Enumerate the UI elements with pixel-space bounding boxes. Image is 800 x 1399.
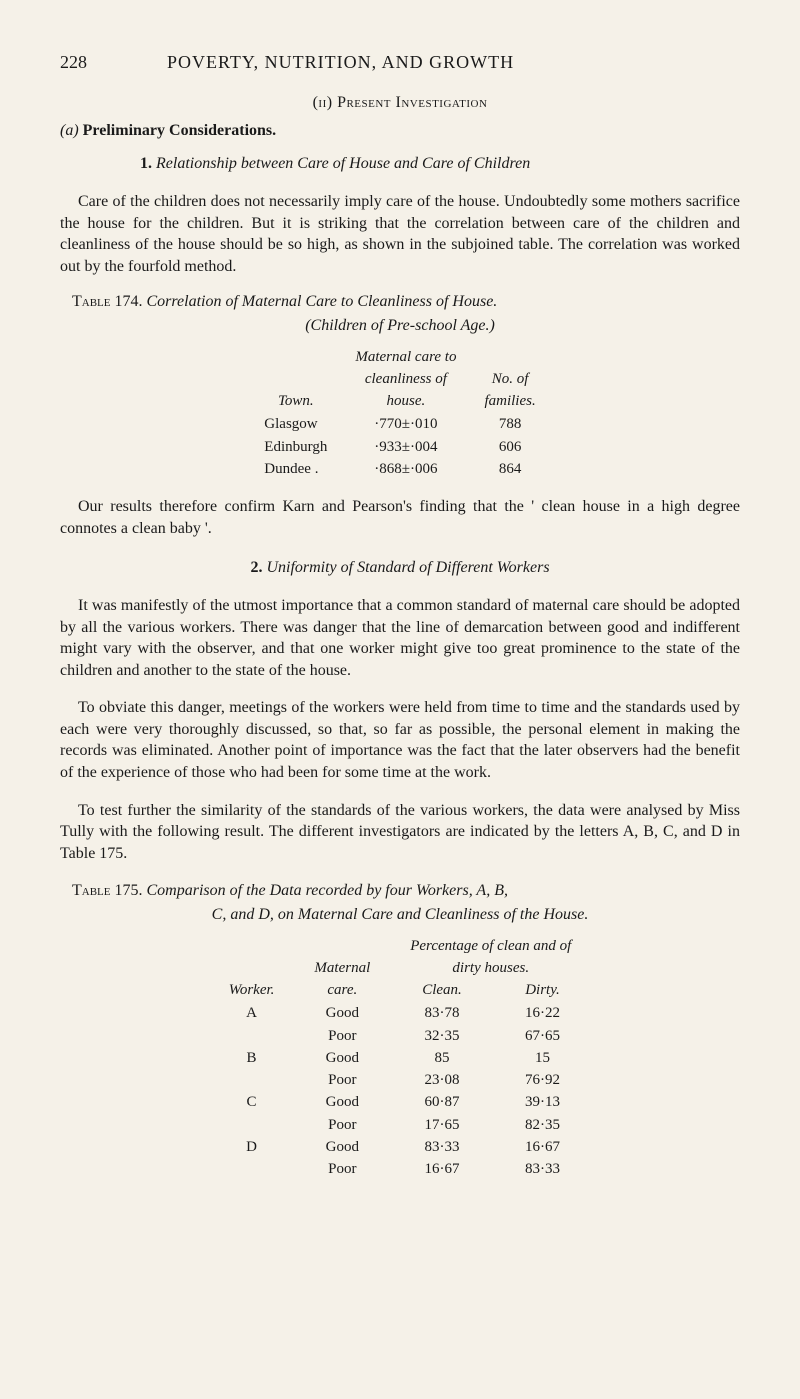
- t175-r5-cl: 17·65: [390, 1114, 494, 1136]
- table-174-title-text: Correlation of Maternal Care to Cleanlin…: [147, 293, 498, 310]
- t174-r0-town: Glasgow: [250, 413, 341, 435]
- table-row: DGood83·3316·67: [209, 1136, 592, 1158]
- table-175-title: Table 175. Comparison of the Data record…: [60, 880, 740, 902]
- t175-r4-cl: 60·87: [390, 1091, 494, 1113]
- table-175-label: Table 175.: [72, 882, 143, 899]
- t174-r2-town: Dundee .: [250, 458, 341, 480]
- t175-r3-d: 76·92: [494, 1069, 592, 1091]
- paragraph-5: To test further the similarity of the st…: [60, 800, 740, 865]
- t174-h2a: Maternal care to: [341, 347, 470, 369]
- subsection-1-text: Relationship between Care of House and C…: [156, 155, 530, 172]
- t175-r7-d: 83·33: [494, 1158, 592, 1180]
- subsection-2-text: Uniformity of Standard of Different Work…: [266, 559, 549, 576]
- t174-h2b: cleanliness of: [341, 369, 470, 391]
- t174-r2-n: 864: [470, 458, 549, 480]
- t175-r5-c: Poor: [294, 1114, 390, 1136]
- table-175-title-line2: C, and D, on Maternal Care and Cleanline…: [60, 904, 740, 926]
- paragraph-3: It was manifestly of the utmost importan…: [60, 595, 740, 681]
- t175-r0-c: Good: [294, 1002, 390, 1024]
- table-175: Percentage of clean and of Maternal dirt…: [209, 936, 592, 1181]
- table-174-title: Table 174. Correlation of Maternal Care …: [60, 291, 740, 313]
- subsection-1-number: 1.: [140, 155, 152, 172]
- t175-care-h1: Maternal: [294, 958, 390, 980]
- preliminary-heading-line: (a) Preliminary Considerations.: [60, 120, 740, 142]
- t174-r2-corr: ·868±·006: [341, 458, 470, 480]
- table-row: Poor17·6582·35: [209, 1114, 592, 1136]
- table-row: Poor23·0876·92: [209, 1069, 592, 1091]
- t175-h-dirty: Dirty.: [494, 980, 592, 1002]
- t174-r1-town: Edinburgh: [250, 436, 341, 458]
- t175-r3-c: Poor: [294, 1069, 390, 1091]
- subsection-2-title: 2. Uniformity of Standard of Different W…: [60, 557, 740, 579]
- t174-r1-n: 606: [470, 436, 549, 458]
- t174-h-blank: [250, 347, 341, 369]
- t175-h-worker: Worker.: [209, 980, 295, 1002]
- t174-h3a: No. of: [470, 369, 549, 391]
- subsection-1-title: 1. Relationship between Care of House an…: [140, 153, 740, 175]
- t175-r1-d: 67·65: [494, 1025, 592, 1047]
- table-row: Glasgow ·770±·010 788: [250, 413, 549, 435]
- prelim-heading: Preliminary Considerations.: [83, 122, 276, 139]
- t175-r6-c: Good: [294, 1136, 390, 1158]
- t175-r6-cl: 83·33: [390, 1136, 494, 1158]
- t175-r0-cl: 83·78: [390, 1002, 494, 1024]
- t175-blank3: [209, 958, 295, 980]
- t175-r5-d: 82·35: [494, 1114, 592, 1136]
- t174-h3blank: [470, 347, 549, 369]
- page-number: 228: [60, 50, 87, 74]
- t175-r4-d: 39·13: [494, 1091, 592, 1113]
- table-row: Poor32·3567·65: [209, 1025, 592, 1047]
- t174-r0-n: 788: [470, 413, 549, 435]
- t174-r0-corr: ·770±·010: [341, 413, 470, 435]
- table-row: BGood8515: [209, 1047, 592, 1069]
- table-174: Maternal care to cleanliness of No. of T…: [250, 347, 549, 481]
- t175-r0-w: A: [209, 1002, 295, 1024]
- table-row: CGood60·8739·13: [209, 1091, 592, 1113]
- subsection-2-number: 2.: [250, 559, 262, 576]
- t175-r1-cl: 32·35: [390, 1025, 494, 1047]
- t174-h1: Town.: [250, 391, 341, 413]
- t175-r2-w: B: [209, 1047, 295, 1069]
- table-row: Poor16·6783·33: [209, 1158, 592, 1180]
- section-roman-subtitle: (ii) Present Investigation: [60, 92, 740, 114]
- t175-r6-w: D: [209, 1136, 295, 1158]
- t175-r7-w: [209, 1158, 295, 1180]
- t174-r1-corr: ·933±·004: [341, 436, 470, 458]
- paragraph-2: Our results therefore confirm Karn and P…: [60, 496, 740, 539]
- t175-blank1: [209, 936, 295, 958]
- t174-h3b: families.: [470, 391, 549, 413]
- t175-r7-c: Poor: [294, 1158, 390, 1180]
- t175-r7-cl: 16·67: [390, 1158, 494, 1180]
- t175-r0-d: 16·22: [494, 1002, 592, 1024]
- t175-superheader: Percentage of clean and of: [390, 936, 591, 958]
- t175-r2-c: Good: [294, 1047, 390, 1069]
- t175-r4-w: C: [209, 1091, 295, 1113]
- table-row: Edinburgh ·933±·004 606: [250, 436, 549, 458]
- paragraph-4: To obviate this danger, meetings of the …: [60, 697, 740, 783]
- t175-r2-cl: 85: [390, 1047, 494, 1069]
- t175-r3-cl: 23·08: [390, 1069, 494, 1091]
- t175-blank2: [294, 936, 390, 958]
- t175-r4-c: Good: [294, 1091, 390, 1113]
- prelim-prefix: (a): [60, 122, 83, 139]
- page-header: 228 POVERTY, NUTRITION, AND GROWTH: [60, 50, 740, 74]
- running-title: POVERTY, NUTRITION, AND GROWTH: [167, 50, 514, 74]
- t175-h-clean: Clean.: [390, 980, 494, 1002]
- t174-h-blank2: [250, 369, 341, 391]
- t175-r1-c: Poor: [294, 1025, 390, 1047]
- t175-r5-w: [209, 1114, 295, 1136]
- table-row: Dundee . ·868±·006 864: [250, 458, 549, 480]
- t174-h2c: house.: [341, 391, 470, 413]
- table-174-label: Table 174.: [72, 293, 143, 310]
- t175-r1-w: [209, 1025, 295, 1047]
- table-175-title-line1: Comparison of the Data recorded by four …: [147, 882, 508, 899]
- table-174-subtitle: (Children of Pre-school Age.): [60, 315, 740, 337]
- t175-r2-d: 15: [494, 1047, 592, 1069]
- t175-r6-d: 16·67: [494, 1136, 592, 1158]
- table-row: AGood83·7816·22: [209, 1002, 592, 1024]
- paragraph-1: Care of the children does not necessaril…: [60, 191, 740, 277]
- t175-r3-w: [209, 1069, 295, 1091]
- t175-superheader2: dirty houses.: [390, 958, 591, 980]
- t175-h-care2: care.: [294, 980, 390, 1002]
